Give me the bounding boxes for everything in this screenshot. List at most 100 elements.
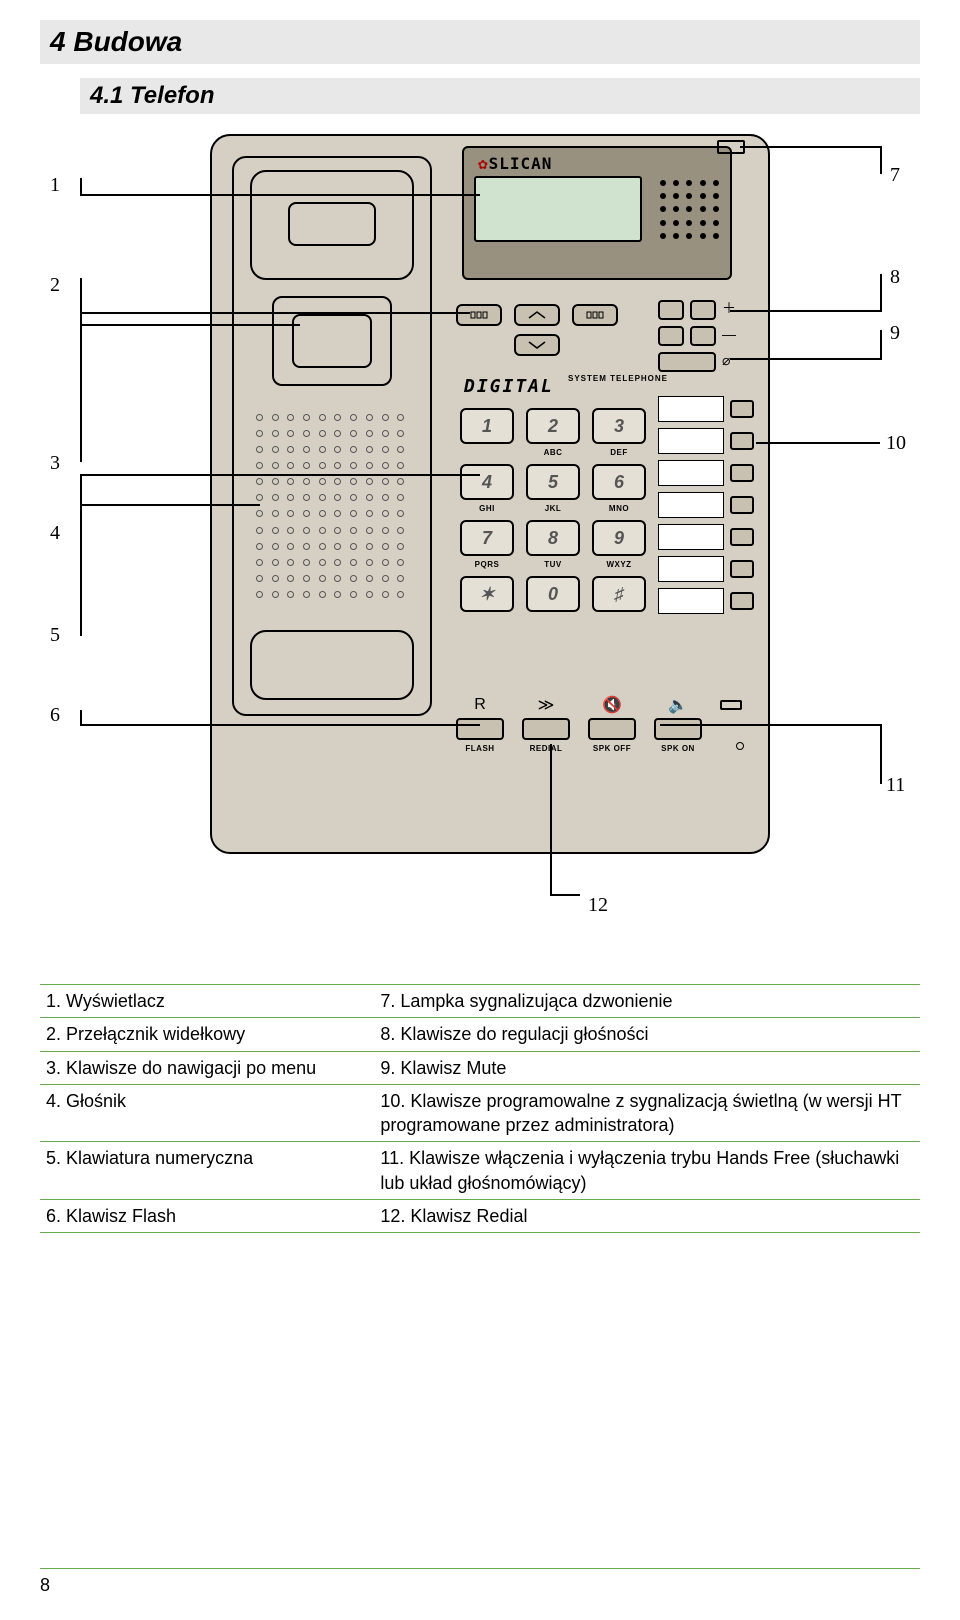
callout-1: 1 xyxy=(50,174,60,197)
subsection-heading: 4.1 Telefon xyxy=(80,78,920,114)
legend-cell: 10. Klawisze programowalne z sygnalizacj… xyxy=(374,1084,920,1142)
legend-cell: 4. Głośnik xyxy=(40,1084,374,1142)
callout-11: 11 xyxy=(886,774,905,797)
legend-cell: 2. Przełącznik widełkowy xyxy=(40,1018,374,1051)
phone-body: ✿SLICAN xyxy=(210,134,770,854)
nav-up-button[interactable] xyxy=(514,304,560,326)
vol-plus-button-a[interactable] xyxy=(658,300,684,320)
callout-8: 8 xyxy=(890,266,900,289)
callout-2: 2 xyxy=(50,274,60,297)
numeric-keypad: 1 2 3 ABC DEF 4 5 6 GHI JKL MNO 7 8 9 PQ… xyxy=(460,408,646,612)
callout-4: 4 xyxy=(50,522,60,545)
prog-key-1[interactable] xyxy=(730,400,754,418)
section-heading: 4 Budowa xyxy=(40,20,920,64)
spk-on-button[interactable] xyxy=(654,718,702,740)
prog-label-3 xyxy=(658,460,724,486)
nav-left-button[interactable] xyxy=(456,304,502,326)
callout-12: 12 xyxy=(588,894,608,917)
legend-cell: 11. Klawisze włączenia i wyłączenia tryb… xyxy=(374,1142,920,1200)
legend-row: 5. Klawiatura numeryczna11. Klawisze włą… xyxy=(40,1142,920,1200)
legend-row: 4. Głośnik10. Klawisze programowalne z s… xyxy=(40,1084,920,1142)
vol-minus-icon: — xyxy=(722,326,736,342)
key-6-sub: MNO xyxy=(592,504,646,512)
prog-label-2 xyxy=(658,428,724,454)
page-number: 8 xyxy=(40,1568,920,1596)
prog-label-5 xyxy=(658,524,724,550)
prog-label-7 xyxy=(658,588,724,614)
legend-cell: 1. Wyświetlacz xyxy=(40,985,374,1018)
callout-10: 10 xyxy=(886,432,906,455)
callout-5: 5 xyxy=(50,624,60,647)
legend-row: 1. Wyświetlacz7. Lampka sygnalizująca dz… xyxy=(40,985,920,1018)
callout-9: 9 xyxy=(890,322,900,345)
loudspeaker-grid xyxy=(250,408,414,608)
spk-off-label: SPK OFF xyxy=(593,744,631,753)
mute-icon: ⌀ xyxy=(722,352,730,369)
redial-icon: ≫ xyxy=(538,696,555,714)
flash-label: FLASH xyxy=(465,744,494,753)
legend-cell: 6. Klawisz Flash xyxy=(40,1200,374,1233)
key-7-sub: PQRS xyxy=(460,560,514,568)
programmable-keys xyxy=(658,396,754,624)
callout-7: 7 xyxy=(890,164,900,187)
prog-key-3[interactable] xyxy=(730,464,754,482)
digital-sublabel: SYSTEM TELEPHONE xyxy=(568,374,668,383)
flash-icon: R xyxy=(474,696,486,714)
key-3[interactable]: 3 xyxy=(592,408,646,444)
key-3-sub: DEF xyxy=(592,448,646,456)
redial-button[interactable] xyxy=(522,718,570,740)
hf-led xyxy=(720,700,742,710)
mute-button[interactable] xyxy=(658,352,716,372)
nav-right-button[interactable] xyxy=(572,304,618,326)
key-2[interactable]: 2 xyxy=(526,408,580,444)
prog-key-5[interactable] xyxy=(730,528,754,546)
key-1-sub xyxy=(460,448,514,456)
key-2-sub: ABC xyxy=(526,448,580,456)
hook-switch-inner xyxy=(292,314,372,368)
key-6[interactable]: 6 xyxy=(592,464,646,500)
prog-label-6 xyxy=(658,556,724,582)
handset-rest-bottom xyxy=(250,630,414,700)
legend-cell: 3. Klawisze do nawigacji po menu xyxy=(40,1051,374,1084)
key-0[interactable]: 0 xyxy=(526,576,580,612)
key-hash[interactable]: ♯ xyxy=(592,576,646,612)
key-5[interactable]: 5 xyxy=(526,464,580,500)
key-1[interactable]: 1 xyxy=(460,408,514,444)
spk-off-button[interactable] xyxy=(588,718,636,740)
spk-on-icon: 🔈 xyxy=(668,696,688,714)
speaker-dots-top xyxy=(656,176,724,244)
key-5-sub: JKL xyxy=(526,504,580,512)
legend-row: 3. Klawisze do nawigacji po menu9. Klawi… xyxy=(40,1051,920,1084)
key-8[interactable]: 8 xyxy=(526,520,580,556)
spk-off-icon: 🔇 xyxy=(602,696,622,714)
hook-clip xyxy=(288,202,376,246)
vol-minus-button-a[interactable] xyxy=(658,326,684,346)
key-star[interactable]: ✶ xyxy=(460,576,514,612)
legend-cell: 9. Klawisz Mute xyxy=(374,1051,920,1084)
prog-label-1 xyxy=(658,396,724,422)
vol-minus-button-b[interactable] xyxy=(690,326,716,346)
key-4[interactable]: 4 xyxy=(460,464,514,500)
status-dot xyxy=(736,742,744,750)
legend-row: 6. Klawisz Flash12. Klawisz Redial xyxy=(40,1200,920,1233)
legend-table: 1. Wyświetlacz7. Lampka sygnalizująca dz… xyxy=(40,984,920,1233)
vol-plus-icon: ＋ xyxy=(722,298,736,318)
callout-3: 3 xyxy=(50,452,60,475)
phone-diagram: ✿SLICAN xyxy=(40,134,920,954)
legend-cell: 5. Klawiatura numeryczna xyxy=(40,1142,374,1200)
key-8-sub: TUV xyxy=(526,560,580,568)
key-7[interactable]: 7 xyxy=(460,520,514,556)
prog-key-6[interactable] xyxy=(730,560,754,578)
prog-key-4[interactable] xyxy=(730,496,754,514)
prog-key-7[interactable] xyxy=(730,592,754,610)
legend-cell: 8. Klawisze do regulacji głośności xyxy=(374,1018,920,1051)
flash-button[interactable] xyxy=(456,718,504,740)
prog-key-2[interactable] xyxy=(730,432,754,450)
key-9[interactable]: 9 xyxy=(592,520,646,556)
vol-plus-button-b[interactable] xyxy=(690,300,716,320)
key-9-sub: WXYZ xyxy=(592,560,646,568)
brand-label: ✿SLICAN xyxy=(478,154,552,173)
nav-down-button[interactable] xyxy=(514,334,560,356)
redial-label: REDIAL xyxy=(530,744,563,753)
digital-label: DIGITAL xyxy=(464,376,554,397)
